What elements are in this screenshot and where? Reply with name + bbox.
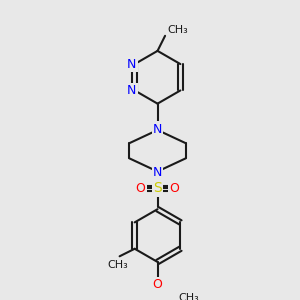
Text: CH₃: CH₃ [107,260,128,270]
Text: CH₃: CH₃ [178,293,199,300]
Text: O: O [153,278,163,291]
Text: N: N [127,58,136,70]
Text: N: N [153,166,162,179]
Text: CH₃: CH₃ [167,25,188,35]
Text: S: S [153,182,162,196]
Text: O: O [169,182,179,195]
Text: N: N [127,84,136,97]
Text: O: O [136,182,146,195]
Text: N: N [153,123,162,136]
